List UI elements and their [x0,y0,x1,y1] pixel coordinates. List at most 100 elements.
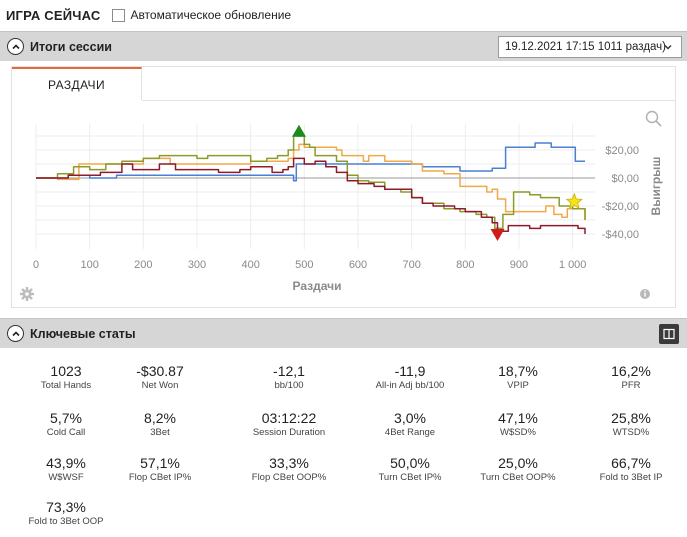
x-tick-label: 600 [349,259,367,271]
stat-label: Flop CBet IP% [128,472,192,483]
info-icon[interactable] [640,289,650,299]
stat-label: Net Won [141,380,179,391]
x-tick-label: 500 [295,259,313,271]
stat-pfr: 16,2% PFR [571,363,687,392]
x-tick-label: 900 [510,259,528,271]
x-tick-label: 1 000 [559,259,587,271]
max-marker-triangle-up [291,124,306,137]
stat-label: Turn CBet IP% [378,472,442,483]
min-marker-triangle-down [490,229,505,241]
stat-label: Session Duration [252,427,326,438]
stat-label: bb/100 [274,380,304,391]
key-stats-header: Ключевые статы [0,318,687,348]
session-select[interactable]: 19.12.2021 17:15 1011 раздач) [498,36,682,58]
auto-update-checkbox[interactable] [112,8,126,22]
stat-value: 1023 [50,363,82,379]
stat-3bet: 8,2% 3Bet [100,410,220,439]
stat-value: -$30.87 [136,363,184,379]
stat-fold-to-3bet-ip: 66,7% Fold to 3Bet IP [571,455,687,484]
stat-value: 47,1% [498,410,538,426]
x-tick-label: 0 [33,259,39,271]
stat-total-hands: 1023 Total Hands [6,363,126,392]
gear-icon[interactable] [20,287,34,301]
series-line-1 [36,143,586,220]
chart-markers [291,124,583,241]
x-tick-label: 200 [134,259,152,271]
stat-value: -12,1 [273,363,305,379]
stat-label: Turn CBet OOP% [480,472,556,483]
stat-value: 03:12:22 [261,410,317,426]
stat-cold-call: 5,7% Cold Call [6,410,126,439]
stat-bb100: -12,1 bb/100 [229,363,349,392]
stat-wsd: 47,1% W$SD% [458,410,578,439]
stat-label: W$WSF [48,472,84,483]
tab-hands[interactable]: РАЗДАЧИ [12,67,142,100]
stat-value: 57,1% [140,455,180,471]
key-stats-title: Ключевые статы [30,326,136,341]
stat-allin-adj-bb100: -11,9 All-in Adj bb/100 [350,363,470,392]
session-summary-header: Итоги сессии 19.12.2021 17:15 1011 разда… [0,31,687,61]
stat-value: 8,2% [144,410,176,426]
stat-4bet-range: 3,0% 4Bet Range [350,410,470,439]
stat-label: Fold to 3Bet OOP [28,516,104,527]
stat-value: -11,9 [394,363,426,379]
session-summary-title: Итоги сессии [30,39,112,54]
stat-value: 18,7% [498,363,538,379]
series-line-3 [36,157,586,234]
stat-vpip: 18,7% VPIP [458,363,578,392]
x-tick-label: 100 [80,259,98,271]
series-line-0 [36,142,585,182]
stat-session-duration: 03:12:22 Session Duration [229,410,349,439]
stat-value: 3,0% [394,410,426,426]
stat-value: 43,9% [46,455,86,471]
x-tick-label: 300 [188,259,206,271]
layout-toggle-button[interactable] [659,324,679,344]
stat-wwsf: 43,9% W$WSF [6,455,126,484]
series-line-2 [36,135,586,230]
x-tick-label: 800 [456,259,474,271]
zoom-icon[interactable] [645,110,662,127]
stat-flop-cbet-ip: 57,1% Flop CBet IP% [100,455,220,484]
chevron-up-icon [11,330,20,336]
stat-value: 50,0% [390,455,430,471]
stat-net-won: -$30.87 Net Won [100,363,220,392]
stat-label: PFR [621,380,641,391]
top-bar: ИГРА СЕЙЧАС Автоматическое обновление [0,0,687,30]
collapse-session-button[interactable] [7,38,24,55]
stat-turn-cbet-oop: 25,0% Turn CBet OOP% [458,455,578,484]
stat-value: 25,8% [611,410,651,426]
collapse-stats-button[interactable] [7,325,24,342]
chart-series [36,135,586,234]
auto-update-label[interactable]: Автоматическое обновление [130,8,292,22]
tab-divider [142,100,675,101]
y-tick-labels: $20,00 $0,00 -$20,00 -$40,00 [602,145,639,241]
current-marker-star [565,192,583,210]
columns-icon [663,328,675,340]
chevron-up-icon [11,43,20,49]
stat-label: 3Bet [150,427,170,438]
stat-value: 73,3% [46,499,86,515]
chevron-down-icon [664,45,672,50]
y-tick-label: $20,00 [605,145,639,157]
stat-label: Fold to 3Bet IP [599,472,663,483]
y-tick-label: -$20,00 [602,201,639,213]
x-tick-labels: 0 100 200 300 400 500 600 700 800 900 1 000 [33,259,586,271]
stat-label: Cold Call [46,427,86,438]
x-axis-label: Раздачи [293,279,342,293]
stat-label: Flop CBet OOP% [251,472,327,483]
stat-value: 25,0% [498,455,538,471]
stat-turn-cbet-ip: 50,0% Turn CBet IP% [350,455,470,484]
stat-value: 33,3% [269,455,309,471]
y-axis-label: Выигрыш [649,157,663,216]
stat-value: 5,7% [50,410,82,426]
chart-panel: РАЗДАЧИ 0 100 200 300 400 500 600 700 800 900 1 00… [11,66,676,308]
y-tick-label: -$40,00 [602,229,639,241]
stat-label: VPIP [507,380,529,391]
stat-wtsd: 25,8% WTSD% [571,410,687,439]
stat-label: WTSD% [612,427,650,438]
x-tick-label: 400 [241,259,259,271]
stat-label: All-in Adj bb/100 [375,380,445,391]
stat-label: W$SD% [500,427,536,438]
stat-value: 16,2% [611,363,651,379]
winnings-chart: 0 100 200 300 400 500 600 700 800 900 1 000 $20,00… [20,110,663,301]
